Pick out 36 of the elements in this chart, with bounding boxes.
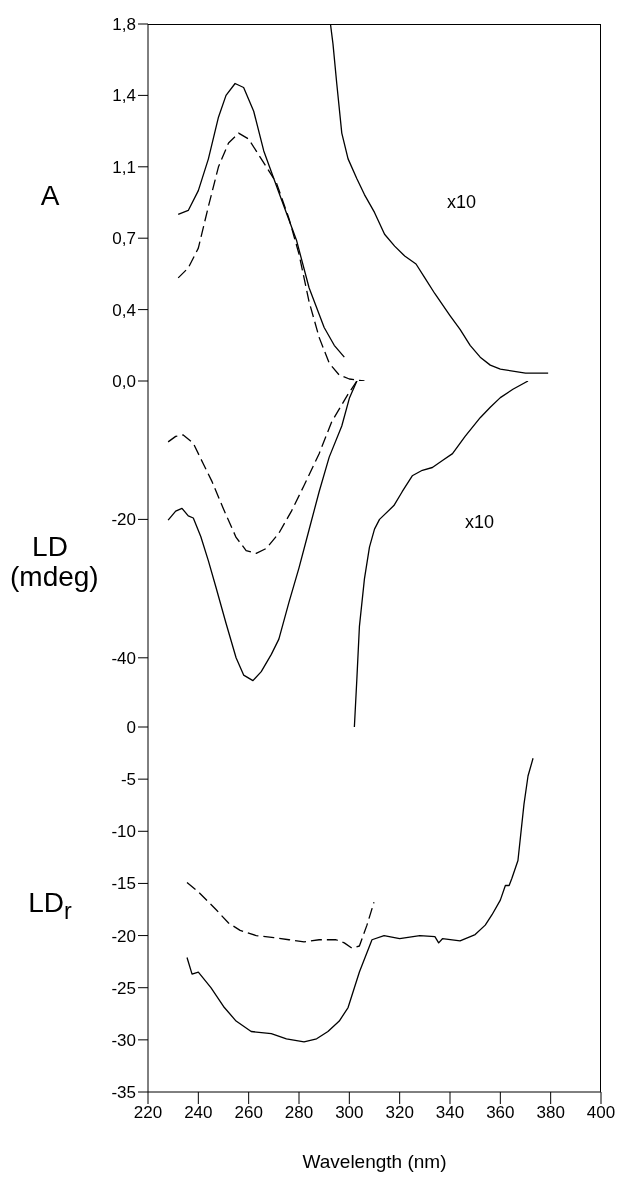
y-tick-label: -20 — [111, 510, 136, 530]
x-tick-label: 280 — [284, 1103, 314, 1123]
y-tick-label: -5 — [120, 770, 136, 790]
line-series — [186, 757, 534, 1043]
y-tick-label: -25 — [111, 978, 136, 998]
y-tick-label: 1,8 — [112, 15, 136, 35]
x-tick-label: 380 — [536, 1103, 565, 1123]
y-tick-label: 0,4 — [112, 300, 136, 320]
y-tick-label: 1,4 — [112, 86, 136, 106]
y-tick-label: -35 — [111, 1083, 136, 1103]
y-tick-label: 0 — [126, 718, 136, 738]
y-tick-label: -30 — [111, 1030, 136, 1050]
line-series — [329, 24, 549, 374]
y-tick-label: 0,7 — [112, 229, 136, 249]
y-tick-label: 1,1 — [112, 157, 136, 177]
y-tick-label: -15 — [111, 874, 136, 894]
annotation: x10 — [465, 512, 495, 534]
x-tick-label: 360 — [486, 1103, 515, 1123]
x-tick-label: 260 — [234, 1103, 263, 1123]
y-axis-title: LD (mdeg) — [10, 531, 99, 592]
y-tick-label: -40 — [111, 648, 136, 668]
x-axis-title: Wavelength (nm) — [302, 1151, 447, 1172]
x-tick-label: 240 — [184, 1103, 213, 1123]
x-tick-label: 340 — [435, 1103, 465, 1123]
line-series — [353, 381, 529, 727]
y-tick-label: -20 — [111, 926, 136, 946]
line-series — [186, 881, 375, 949]
y-tick-label: 0,0 — [112, 372, 136, 392]
y-tick-label: -10 — [111, 822, 136, 842]
x-tick-label: 400 — [586, 1103, 616, 1123]
x-tick-label: 300 — [335, 1103, 364, 1123]
x-tick-label: 220 — [133, 1103, 163, 1123]
y-axis-title: A — [39, 179, 61, 211]
x-tick-label: 320 — [385, 1103, 414, 1123]
y-axis-title: LD$_{r}$ — [27, 886, 73, 926]
annotation: x10 — [446, 191, 476, 213]
